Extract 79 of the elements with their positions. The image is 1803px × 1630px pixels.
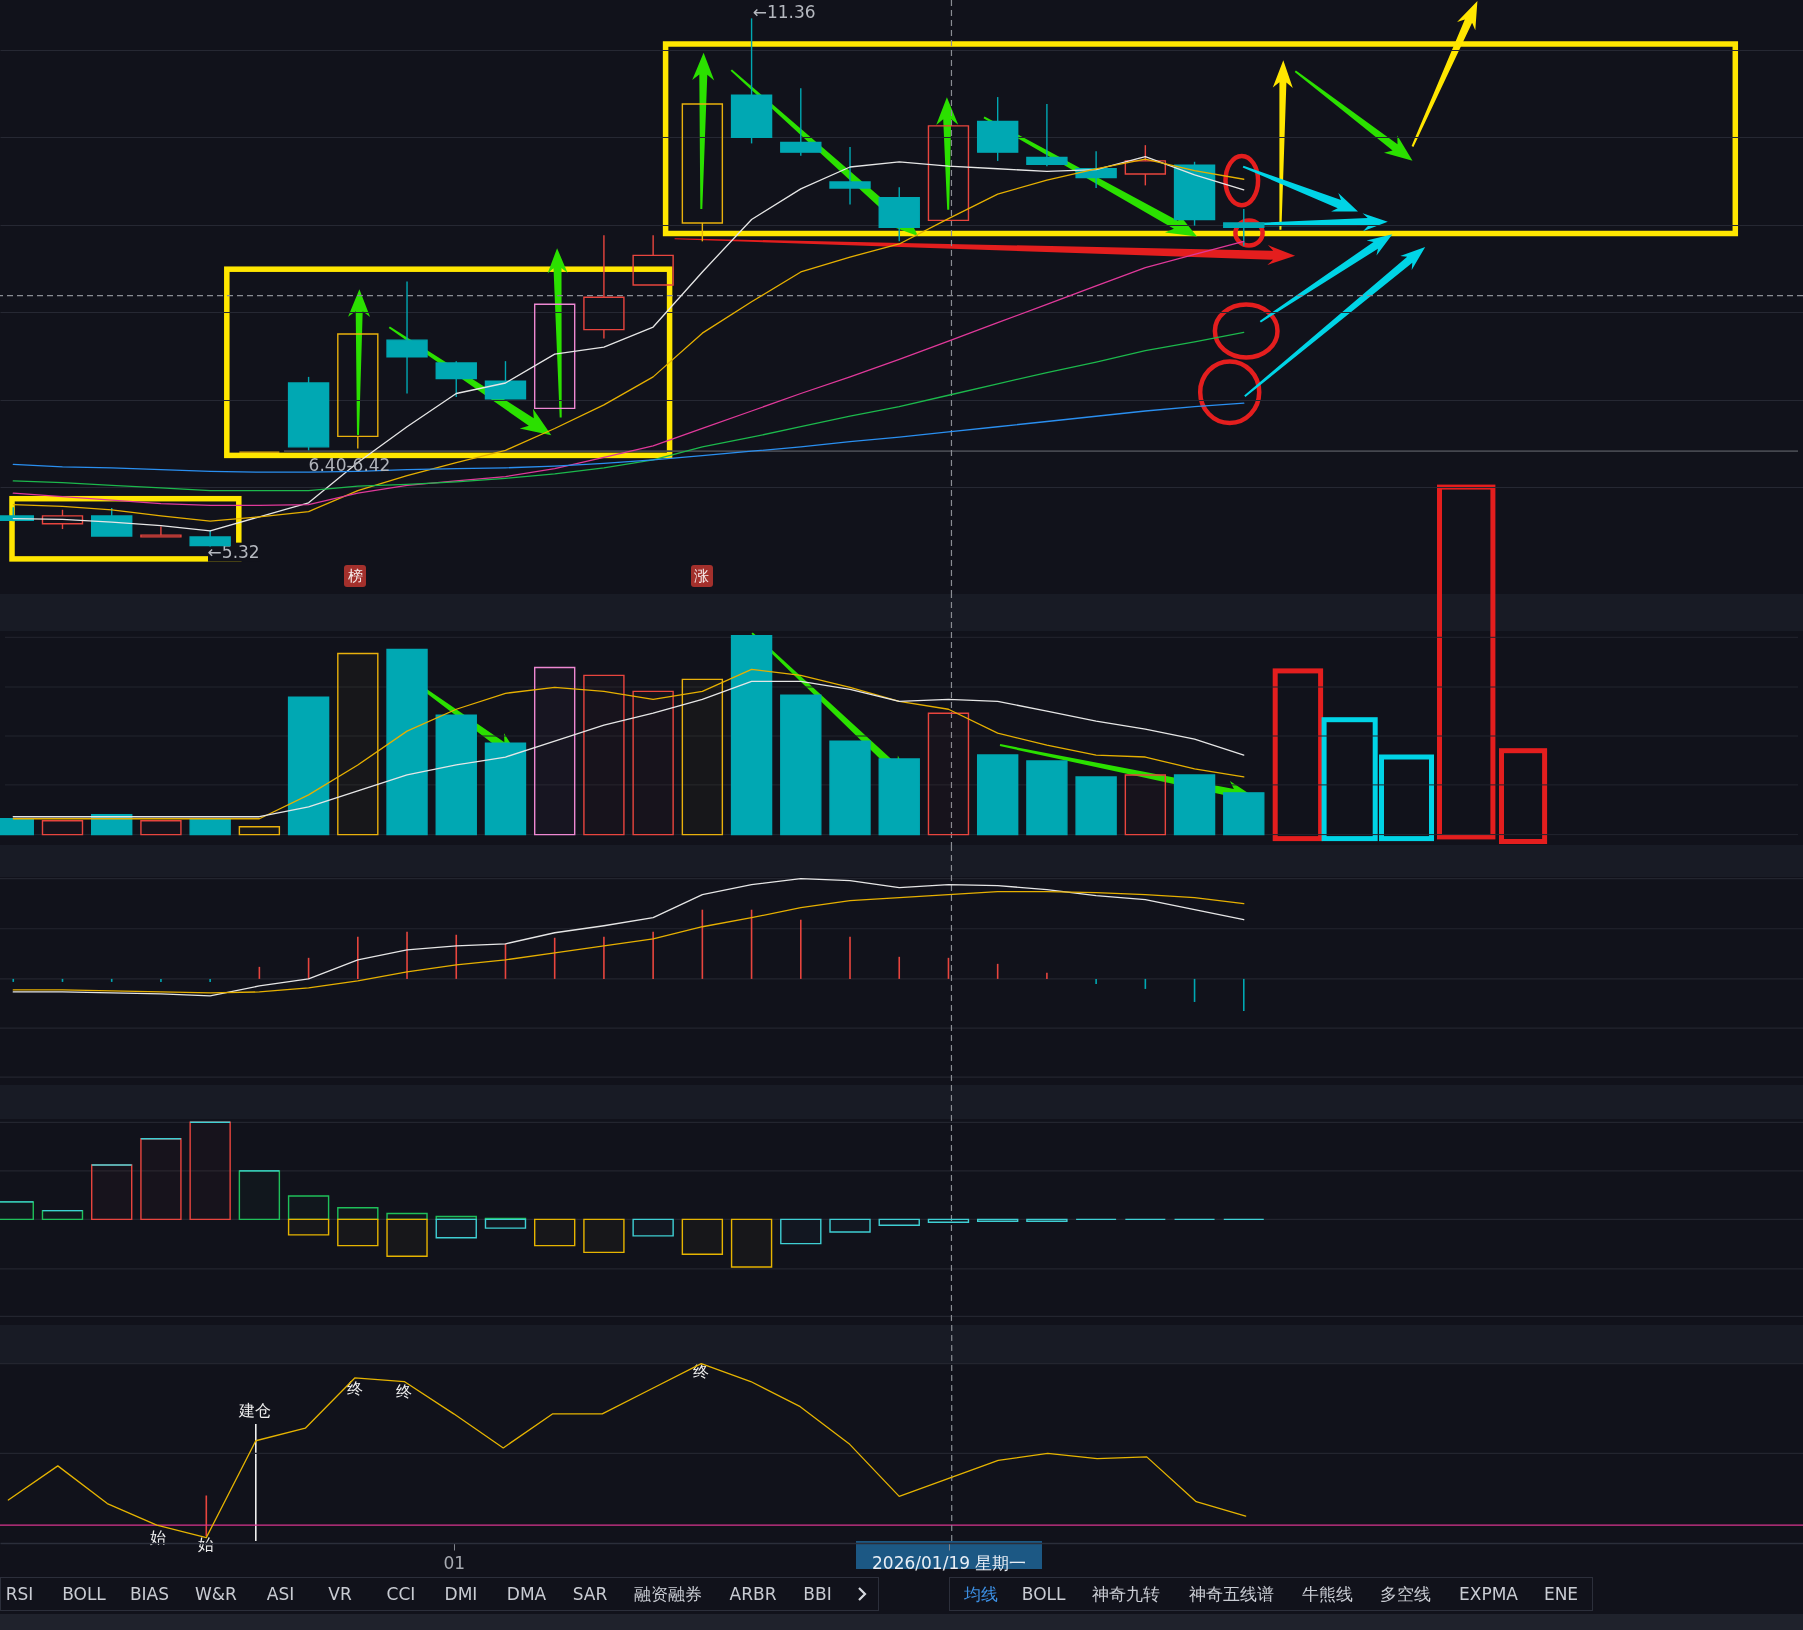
text: ARBR <box>729 1583 777 1606</box>
bar <box>533 666 576 836</box>
bar <box>780 1218 822 1245</box>
bar <box>287 1195 330 1221</box>
candlestick <box>189 530 231 547</box>
text: ASI <box>266 1583 295 1606</box>
x-tick-label: 01 <box>443 1552 466 1573</box>
text: 多空线 <box>1380 1583 1432 1606</box>
bar <box>386 648 428 836</box>
bar <box>878 1218 920 1226</box>
text: 神奇九转 <box>1092 1583 1161 1606</box>
bar <box>41 1209 84 1221</box>
bar <box>1223 792 1265 836</box>
text: VR <box>328 1583 352 1606</box>
bar <box>238 825 281 836</box>
candlestick <box>829 146 871 206</box>
annotation: 涨 <box>690 565 713 587</box>
annotation: 建仓 <box>239 1401 271 1421</box>
bar <box>829 1218 871 1233</box>
bar <box>41 820 84 836</box>
text: BBI <box>803 1583 832 1606</box>
annotation: ←11.36 <box>752 1 816 22</box>
annotation: ←5.32 <box>207 541 260 562</box>
bar <box>337 652 379 836</box>
annotation: 终 <box>692 1362 709 1382</box>
bar <box>1075 776 1117 836</box>
candlestick <box>386 280 428 395</box>
text: EXPMA <box>1459 1583 1518 1606</box>
bar <box>484 1218 527 1229</box>
bar <box>976 754 1019 836</box>
bar <box>681 1218 724 1256</box>
bar <box>337 1207 379 1221</box>
bar <box>632 1218 674 1237</box>
text: DMA <box>506 1583 547 1606</box>
bar <box>730 634 773 836</box>
bar <box>780 694 822 836</box>
text: ENE <box>1543 1583 1579 1606</box>
bar <box>829 740 871 836</box>
text: 牛熊线 <box>1302 1583 1354 1606</box>
bar <box>140 1138 182 1221</box>
candlestick <box>1026 103 1068 167</box>
bar <box>583 1218 625 1254</box>
bar <box>386 1218 428 1257</box>
text: BOLL <box>1021 1583 1066 1606</box>
bar <box>91 1164 133 1221</box>
bar <box>189 818 231 836</box>
bar <box>1124 774 1167 836</box>
bar <box>681 678 724 836</box>
bar <box>1173 774 1216 836</box>
candlestick <box>583 234 625 340</box>
text: SAR <box>572 1583 608 1606</box>
bar <box>287 1218 330 1236</box>
text: 神奇五线谱 <box>1188 1583 1274 1606</box>
text: 融资融券 <box>634 1583 702 1606</box>
bar <box>140 820 182 836</box>
bar <box>189 1121 231 1221</box>
bar <box>632 690 674 836</box>
bar <box>878 758 920 836</box>
text: DMI <box>444 1583 478 1606</box>
bar <box>435 1218 477 1239</box>
bar <box>337 1218 379 1247</box>
x-tick-label: 2026/01/19 星期一 <box>872 1552 1027 1573</box>
bar <box>1026 760 1068 836</box>
text: BIAS <box>129 1583 170 1606</box>
bar <box>583 674 625 836</box>
bar <box>730 1218 773 1268</box>
text: RSI <box>5 1583 34 1606</box>
bar <box>533 1218 576 1247</box>
bar <box>927 1218 970 1223</box>
bar <box>287 696 330 836</box>
text: CCI <box>386 1583 416 1606</box>
annotation: 榜 <box>344 565 366 587</box>
annotation: 终 <box>396 1381 412 1401</box>
bar <box>927 712 970 836</box>
text: 均线 <box>963 1583 998 1606</box>
text: BOLL <box>62 1583 106 1606</box>
annotation: 终 <box>346 1379 363 1399</box>
text: W&R <box>195 1583 237 1606</box>
bar <box>238 1170 281 1221</box>
